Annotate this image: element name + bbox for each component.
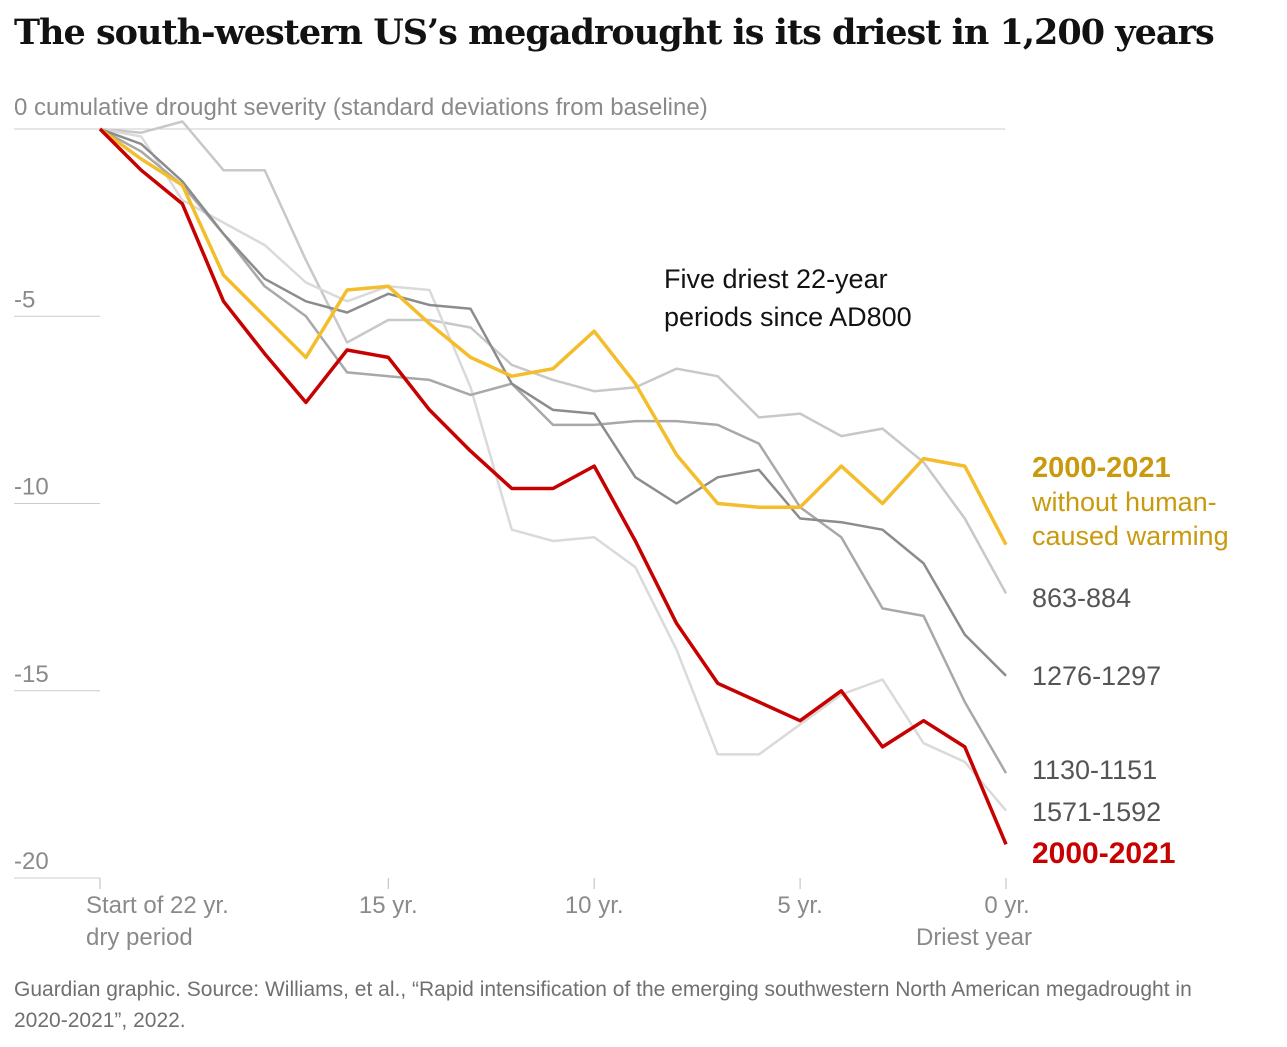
series-label: 2000-2021	[1032, 452, 1171, 484]
series-line-863-884	[99, 120, 1008, 595]
series-line-2000-2021	[98, 127, 1008, 845]
x-tick-label: 10 yr.	[565, 892, 624, 919]
annotation-line-2: periods since AD800	[664, 302, 912, 332]
chart-title: The south-western US’s megadrought is it…	[14, 12, 1215, 53]
series-label: 1130-1151	[1032, 755, 1157, 785]
series-line-1130-1151	[99, 127, 1008, 774]
x-tick-label: 15 yr.	[359, 892, 418, 919]
series-label: without human-	[1031, 487, 1217, 517]
y-tick-label: -20	[14, 848, 49, 875]
series-line-1571-1592	[99, 127, 1007, 812]
series-labels: 863-884 1571-1592 1130-1151 1276-1297 2000-2…	[1031, 452, 1229, 870]
annotation-line-1: Five driest 22-year	[664, 264, 888, 294]
series-lines	[98, 120, 1008, 845]
y-grid: -5 -10 -15 -20	[14, 128, 1005, 879]
y-axis-label: cumulative drought severity (standard de…	[34, 94, 708, 121]
x-axis: Start of 22 yr. dry period 15 yr. 10 yr. 5 y…	[86, 878, 1032, 951]
series-label: 2000-2021	[1032, 837, 1175, 870]
series-label: caused warming	[1032, 521, 1229, 551]
x-tick-sublabel: Driest year	[916, 924, 1032, 951]
y-tick-label-0: 0	[14, 94, 28, 121]
x-tick-label: 5 yr.	[777, 892, 822, 919]
series-line-2000-2021-without-human-caused-warming	[98, 127, 1008, 546]
series-label: 863-884	[1032, 583, 1131, 613]
y-tick-label: -10	[14, 474, 49, 501]
series-label: 1276-1297	[1032, 661, 1161, 691]
series-line-1276-1297	[99, 127, 1007, 677]
y-tick-label: -5	[14, 286, 35, 313]
series-label: 1571-1592	[1032, 797, 1161, 827]
y-axis-title: 0 cumulative drought severity (standard …	[14, 94, 708, 122]
x-tick-sublabel: dry period	[86, 924, 193, 951]
x-tick-label: 0 yr.	[984, 892, 1029, 919]
source-note: Guardian graphic. Source: Williams, et a…	[14, 978, 1192, 1032]
x-tick-label: Start of 22 yr.	[86, 892, 229, 919]
y-tick-label: -15	[14, 661, 49, 688]
